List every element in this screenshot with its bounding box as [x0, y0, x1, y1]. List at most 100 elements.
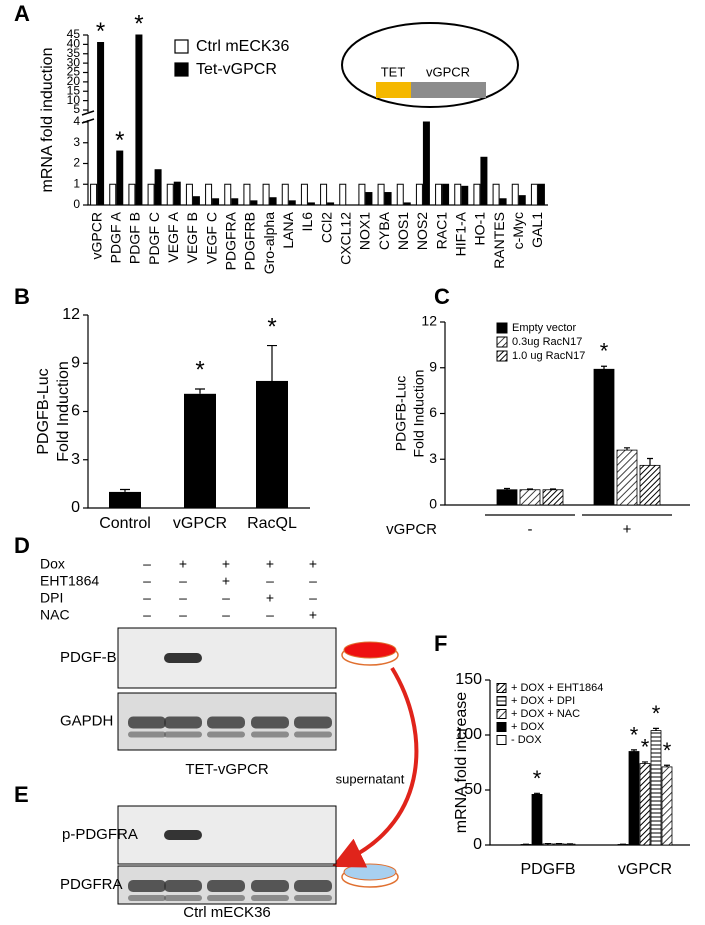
lane-sign: –: [179, 590, 187, 606]
lane-sign: –: [222, 607, 230, 623]
bar: [300, 183, 308, 206]
error-bar: [120, 488, 130, 492]
condition-label: NAC: [40, 607, 70, 623]
bar: [320, 183, 328, 206]
bar: [403, 202, 411, 206]
x-tick-label: PDGFB: [520, 861, 575, 878]
bar: [461, 185, 469, 206]
lane-sign: +: [222, 573, 230, 589]
y-tick-label: 3: [429, 450, 437, 466]
error-bar: [267, 344, 277, 381]
legend-label: + DOX: [511, 721, 545, 733]
bar: [511, 183, 519, 206]
band: [294, 731, 332, 738]
x-tick-label: Gro-alpha: [261, 212, 277, 274]
band: [294, 880, 332, 892]
band: [207, 731, 245, 738]
x-tick-label: vGPCR: [88, 212, 104, 259]
bar: [519, 489, 541, 506]
y-axis-label: PDGFB-Luc: [35, 368, 52, 454]
panel-letter: F: [434, 631, 447, 656]
bar: [307, 202, 315, 206]
x-axis-label: vGPCR: [386, 521, 437, 538]
bar: [518, 195, 526, 206]
legend-swatch: [496, 683, 507, 693]
legend-label: Empty vector: [512, 322, 577, 334]
y-tick-label: 0: [73, 197, 80, 211]
bar: [639, 464, 661, 506]
lane-sign: +: [309, 556, 317, 572]
x-tick-label: +: [623, 521, 632, 538]
bar: [422, 121, 430, 206]
y-tick-label: 9: [429, 358, 437, 374]
bar: [243, 183, 251, 206]
bar: [250, 200, 258, 206]
y-axis-label: PDGFB-Luc: [393, 376, 409, 451]
legend-label: Tet-vGPCR: [196, 61, 277, 78]
bar: [628, 751, 640, 846]
significance-marker: *: [195, 357, 204, 384]
legend-swatch: [496, 696, 507, 706]
bar: [269, 197, 277, 206]
bar: [192, 196, 200, 206]
bar: [537, 183, 545, 206]
y-tick-label: 25: [67, 65, 81, 79]
bar: [128, 183, 136, 206]
lane-sign: +: [179, 556, 187, 572]
significance-marker: *: [630, 722, 639, 747]
significance-marker: *: [267, 313, 276, 340]
dish-blue: [343, 863, 397, 881]
band: [207, 716, 245, 729]
panel-letter: C: [434, 284, 450, 309]
bar: [492, 183, 500, 206]
legend-swatch: [174, 62, 189, 77]
bar: [288, 200, 296, 206]
bar: [661, 766, 673, 846]
error-bar: [601, 365, 607, 370]
significance-marker: *: [96, 18, 105, 45]
significance-marker: *: [600, 339, 609, 364]
bar: [205, 183, 213, 206]
y-tick-label: 3: [71, 451, 80, 468]
lane-sign: –: [143, 607, 151, 623]
lane-sign: –: [266, 607, 274, 623]
bar: [616, 449, 638, 506]
significance-marker: *: [134, 11, 143, 38]
error-bar: [664, 764, 670, 767]
x-tick-label: NOS1: [395, 212, 411, 250]
x-tick-label: vGPCR: [618, 861, 672, 878]
x-tick-label: CCl2: [318, 212, 334, 243]
significance-marker: *: [533, 766, 542, 791]
significance-marker: *: [641, 734, 650, 759]
bar: [473, 183, 481, 206]
y-tick-label: 0: [71, 499, 80, 516]
lane-sign: –: [179, 573, 187, 589]
legend-label: 0.3ug RacN17: [512, 336, 582, 348]
condition-label: Dox: [40, 556, 65, 572]
blot-label: PDGF-B: [60, 649, 117, 666]
bar: [116, 150, 124, 206]
legend-label: Ctrl mECK36: [196, 38, 289, 55]
error-bar: [550, 488, 556, 490]
error-bar: [647, 457, 653, 466]
legend-label: 1.0 ug RacN17: [512, 350, 585, 362]
legend-swatch: [496, 709, 507, 719]
vector-ring: [341, 22, 519, 108]
band: [164, 895, 202, 901]
x-tick-label: VEGF B: [184, 212, 200, 263]
y-tick-label: 35: [67, 46, 81, 60]
axis-break: [81, 110, 95, 124]
significance-marker: *: [663, 738, 672, 763]
lane-sign: +: [266, 556, 274, 572]
transfer-label: supernatant: [336, 771, 405, 786]
bar: [184, 393, 216, 508]
gene-block: [411, 82, 486, 98]
y-tick-label: 9: [71, 354, 80, 371]
y-tick-label: 30: [67, 55, 81, 69]
x-tick-label: NOS2: [414, 212, 430, 250]
bar: [154, 169, 162, 206]
bar: [166, 183, 174, 206]
lane-sign: +: [222, 556, 230, 572]
bar: [415, 183, 423, 206]
panel-letter: E: [14, 782, 29, 807]
